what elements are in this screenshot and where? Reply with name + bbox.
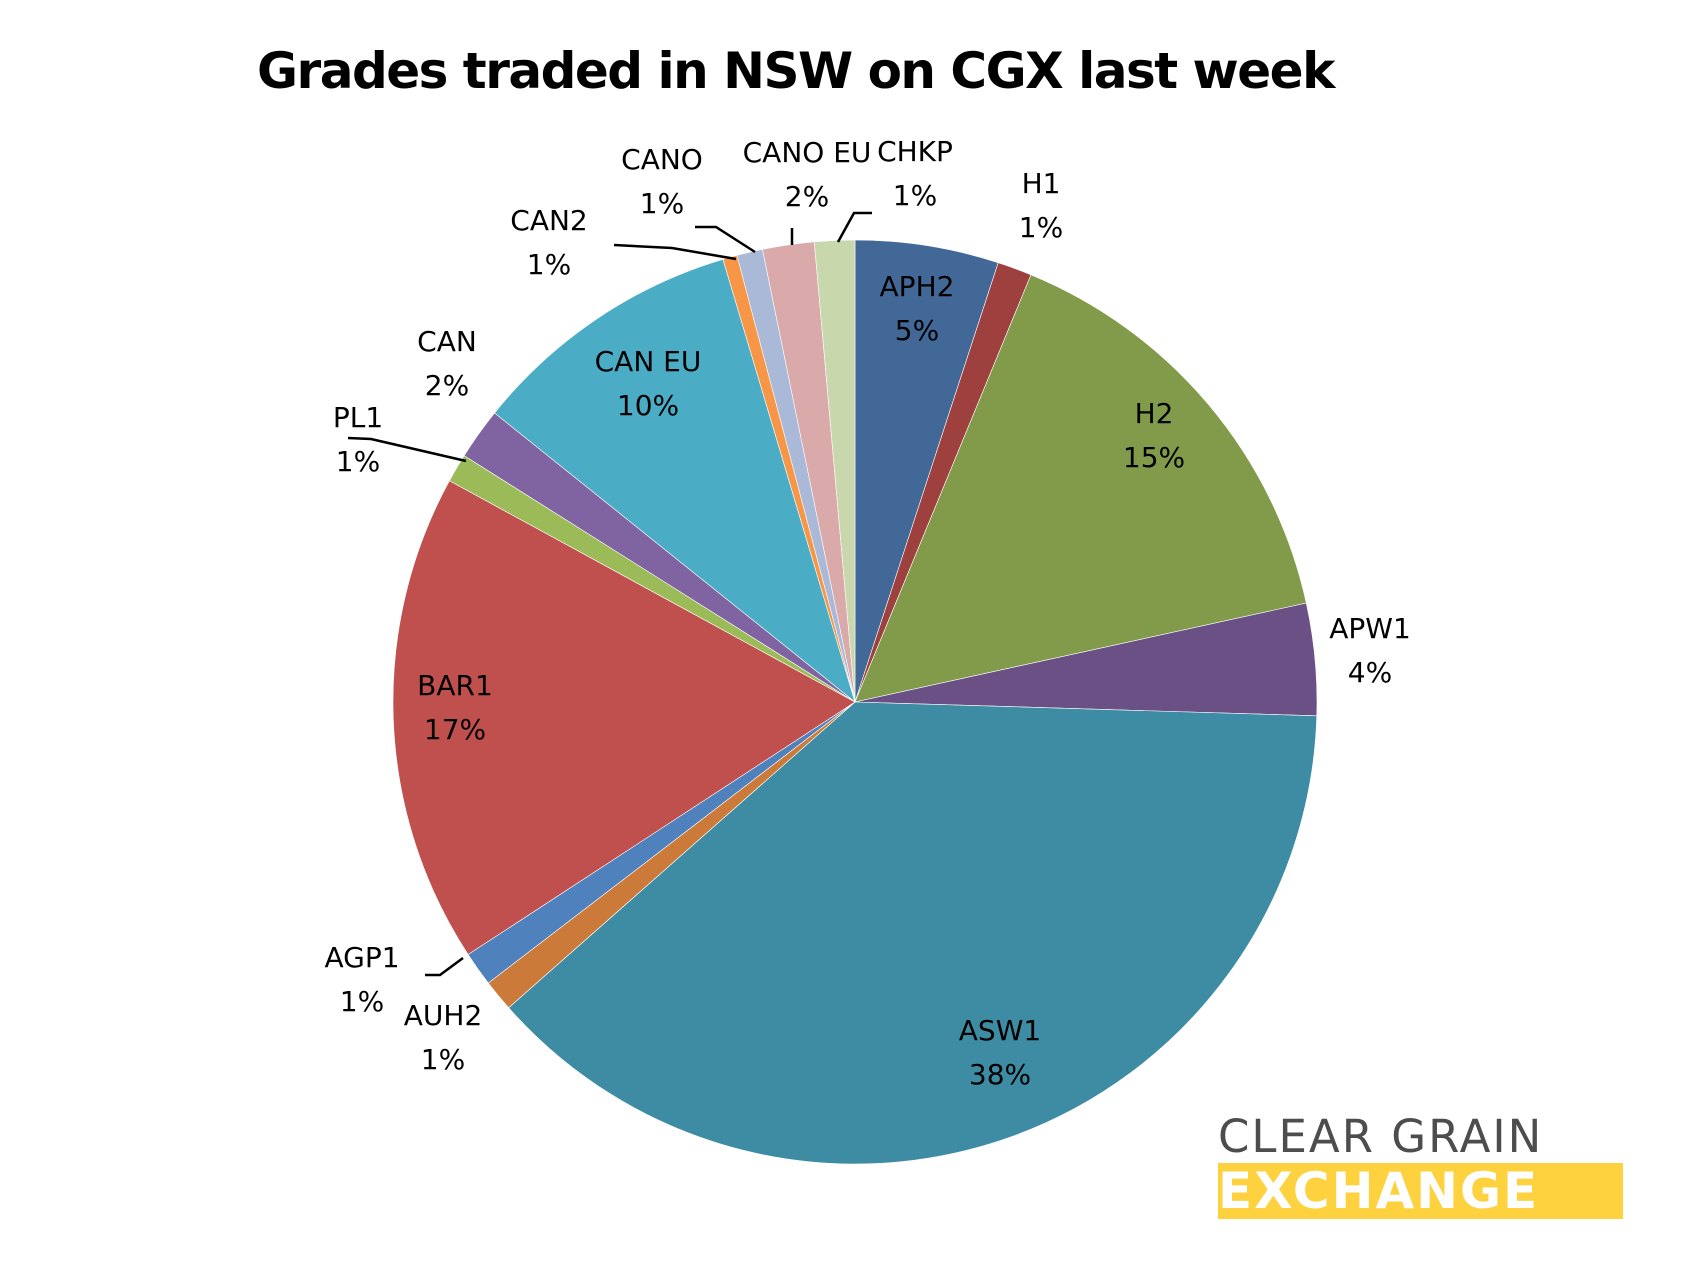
data-label-auh2: AUH2 1%: [404, 999, 483, 1076]
clear-grain-exchange-logo: CLEAR GRAIN EXCHANGE: [1218, 1113, 1628, 1219]
data-label-cano-eu: CANO EU 2%: [743, 136, 872, 213]
data-label-can-eu: CAN EU 10%: [595, 345, 702, 422]
leader-line: [613, 243, 737, 261]
pie-slice-bar1: [392, 480, 856, 955]
logo-line-2: EXCHANGE: [1218, 1163, 1623, 1219]
leader-lines: [347, 211, 872, 977]
leader-line: [425, 956, 464, 977]
data-label-h1: H1 1%: [1019, 167, 1063, 244]
leader-line: [836, 211, 872, 243]
pie-slice-can-eu: [494, 258, 856, 703]
data-label-asw1: ASW1 38%: [959, 1014, 1041, 1091]
data-label-can: CAN 2%: [417, 325, 477, 402]
data-label-pl1: PL1 1%: [333, 401, 383, 478]
data-label-aph2: APH2 5%: [880, 270, 955, 347]
data-label-chkp: CHKP 1%: [877, 135, 953, 212]
data-label-agp1: AGP1 1%: [324, 941, 399, 1018]
pie-slice-h2: [854, 274, 1307, 703]
pie-slice-asw1: [508, 701, 1318, 1165]
data-label-can2: CAN2 1%: [510, 204, 587, 281]
data-label-bar1: BAR1 17%: [417, 669, 493, 746]
data-label-apw1: APW1 4%: [1329, 612, 1411, 689]
pie-slice-chkp: [813, 239, 856, 703]
data-label-h2: H2 15%: [1123, 397, 1185, 474]
pie-slice-aph2: [854, 239, 999, 703]
chart-title: Grades traded in NSW on CGX last week: [257, 42, 1335, 100]
pie-slices: [392, 239, 1318, 1165]
data-labels: APH2 5% H1 1% H2 15% APW1 4% ASW1 38% AUH2 1%AGP1 1%…: [324, 135, 1410, 1091]
leader-line: [695, 225, 756, 254]
data-label-cano: CANO 1%: [621, 143, 703, 220]
logo-line-1: CLEAR GRAIN: [1218, 1110, 1544, 1163]
leader-line: [347, 436, 467, 463]
